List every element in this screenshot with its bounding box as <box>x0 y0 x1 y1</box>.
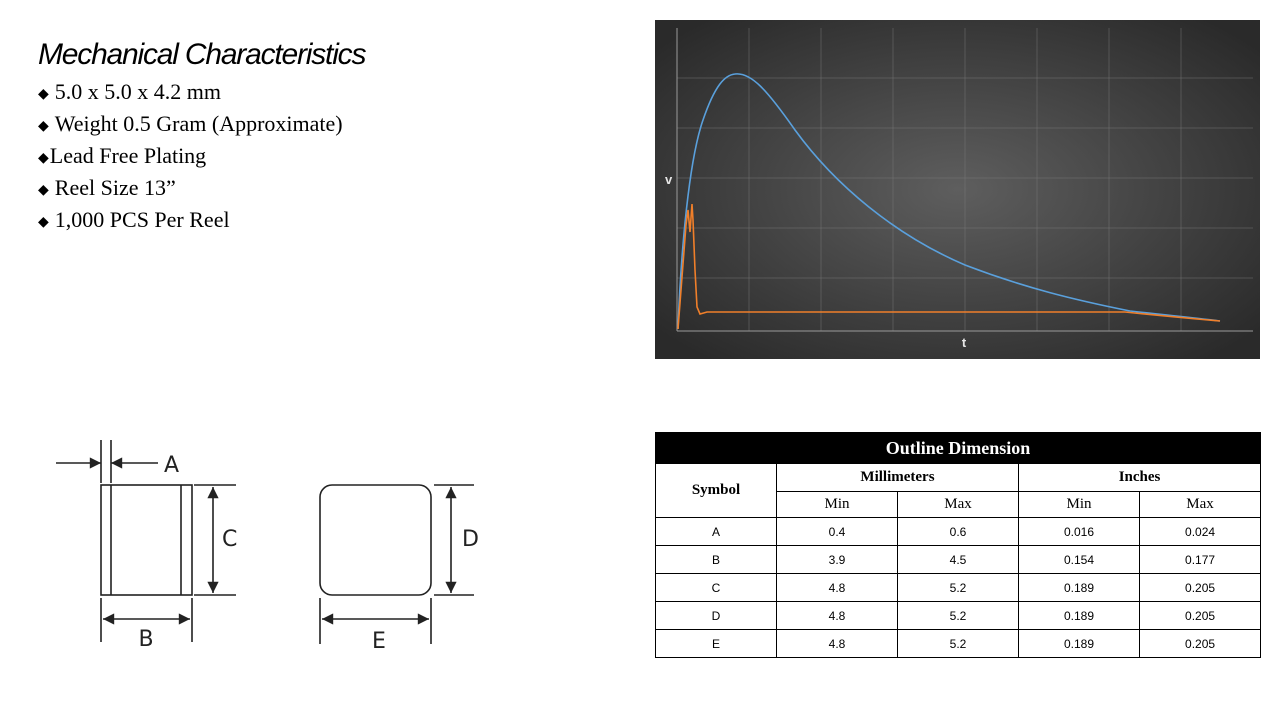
page-title: Mechanical Characteristics <box>38 38 366 71</box>
chart-grid <box>677 28 1253 331</box>
diamond-bullet-icon: ◆ <box>38 87 49 102</box>
in-min-header: Min <box>1018 491 1140 518</box>
spec-text: Lead Free Plating <box>49 143 207 168</box>
label-a: A <box>164 453 179 478</box>
dimension-b-marker <box>100 598 193 642</box>
table-cell: 5.2 <box>897 601 1019 630</box>
label-c: C <box>222 527 237 552</box>
table-cell: 0.4 <box>776 517 898 546</box>
mm-min-header: Min <box>776 491 898 518</box>
spec-item: ◆ 1,000 PCS Per Reel <box>38 205 343 237</box>
spec-item: ◆ 5.0 x 5.0 x 4.2 mm <box>38 77 343 109</box>
spec-text: 1,000 PCS Per Reel <box>54 207 230 232</box>
symbol-cell: E <box>655 629 777 658</box>
table-cell: 0.016 <box>1018 517 1140 546</box>
symbol-header: Symbol <box>655 463 777 518</box>
table-cell: 5.2 <box>897 629 1019 658</box>
table-cell: 0.154 <box>1018 545 1140 574</box>
table-cell: 0.205 <box>1138 601 1262 630</box>
table-caption: Outline Dimension <box>654 432 1262 464</box>
chart-series-voltage-surge <box>677 73 1221 330</box>
table-cell: 0.189 <box>1018 601 1140 630</box>
diamond-bullet-icon: ◆ <box>38 183 49 198</box>
dimension-e-marker <box>319 598 432 644</box>
dimension-c-marker <box>194 484 236 596</box>
label-d: D <box>462 527 479 552</box>
table-cell: 4.8 <box>776 629 898 658</box>
chart-series-clamped-voltage <box>677 203 1221 330</box>
outline-drawing: A B C D E <box>56 440 479 654</box>
table-cell: 5.2 <box>897 573 1019 602</box>
in-max-header: Max <box>1138 491 1262 518</box>
table-row: E 4.8 5.2 0.189 0.205 <box>655 629 1262 658</box>
table-cell: 4.8 <box>776 601 898 630</box>
spec-item: ◆Lead Free Plating <box>38 141 343 173</box>
chart-x-axis-label: t <box>962 335 967 350</box>
millimeters-header: Millimeters <box>776 463 1019 492</box>
mm-max-header: Max <box>897 491 1019 518</box>
dimension-a-marker <box>56 440 158 483</box>
spec-text: Reel Size 13” <box>54 175 176 200</box>
table-row: D 4.8 5.2 0.189 0.205 <box>655 601 1262 630</box>
spec-item: ◆ Weight 0.5 Gram (Approximate) <box>38 109 343 141</box>
table-row: A 0.4 0.6 0.016 0.024 <box>655 517 1262 546</box>
table-cell: 0.189 <box>1018 573 1140 602</box>
chart-y-axis-label: v <box>665 172 673 187</box>
table-cell: 4.8 <box>776 573 898 602</box>
table-cell: 0.177 <box>1138 545 1262 574</box>
inches-header: Inches <box>1017 463 1262 492</box>
waveform-chart: v t <box>655 20 1260 359</box>
spec-item: ◆ Reel Size 13” <box>38 173 343 205</box>
diamond-bullet-icon: ◆ <box>38 119 49 134</box>
symbol-cell: B <box>655 545 777 574</box>
table-cell: 0.205 <box>1138 629 1262 658</box>
table-cell: 3.9 <box>776 545 898 574</box>
dimension-d-marker <box>434 484 474 596</box>
label-b: B <box>138 627 153 652</box>
table-cell: 0.189 <box>1018 629 1140 658</box>
table-cell: 0.6 <box>897 517 1019 546</box>
top-view-drawing <box>319 484 432 596</box>
table-row: C 4.8 5.2 0.189 0.205 <box>655 573 1262 602</box>
diamond-bullet-icon: ◆ <box>38 215 49 230</box>
table-cell: 0.024 <box>1138 517 1262 546</box>
symbol-cell: A <box>655 517 777 546</box>
outline-dimension-table: Outline Dimension Symbol Millimeters Inc… <box>654 432 1262 658</box>
spec-text: Weight 0.5 Gram (Approximate) <box>54 111 343 136</box>
chart-background <box>655 20 1260 359</box>
side-view-drawing <box>100 484 193 596</box>
spec-text: 5.0 x 5.0 x 4.2 mm <box>54 79 222 104</box>
symbol-cell: D <box>655 601 777 630</box>
spec-list: ◆ 5.0 x 5.0 x 4.2 mm ◆ Weight 0.5 Gram (Ap… <box>38 77 343 237</box>
table-cell: 4.5 <box>897 545 1019 574</box>
symbol-cell: C <box>655 573 777 602</box>
table-cell: 0.205 <box>1138 573 1262 602</box>
label-e: E <box>372 629 386 654</box>
table-row: B 3.9 4.5 0.154 0.177 <box>655 545 1262 574</box>
diamond-bullet-icon: ◆ <box>38 151 49 166</box>
